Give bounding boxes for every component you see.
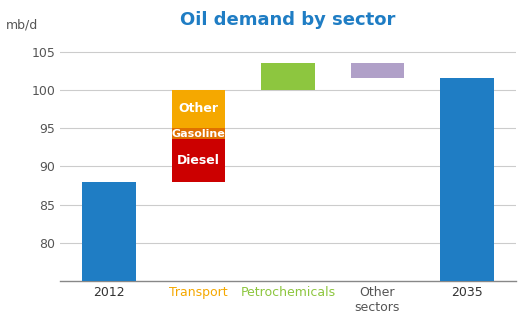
Bar [440, 78, 494, 325]
Title: Oil demand by sector: Oil demand by sector [180, 11, 396, 29]
Bar [261, 63, 315, 90]
Bar [172, 139, 226, 182]
Bar [350, 63, 404, 78]
Text: mb/d: mb/d [5, 18, 37, 31]
Text: Diesel: Diesel [177, 154, 220, 167]
Bar [172, 128, 226, 139]
Bar [172, 90, 226, 128]
Text: Other: Other [179, 102, 219, 115]
Text: Gasoline: Gasoline [172, 129, 226, 139]
Bar [82, 182, 136, 325]
